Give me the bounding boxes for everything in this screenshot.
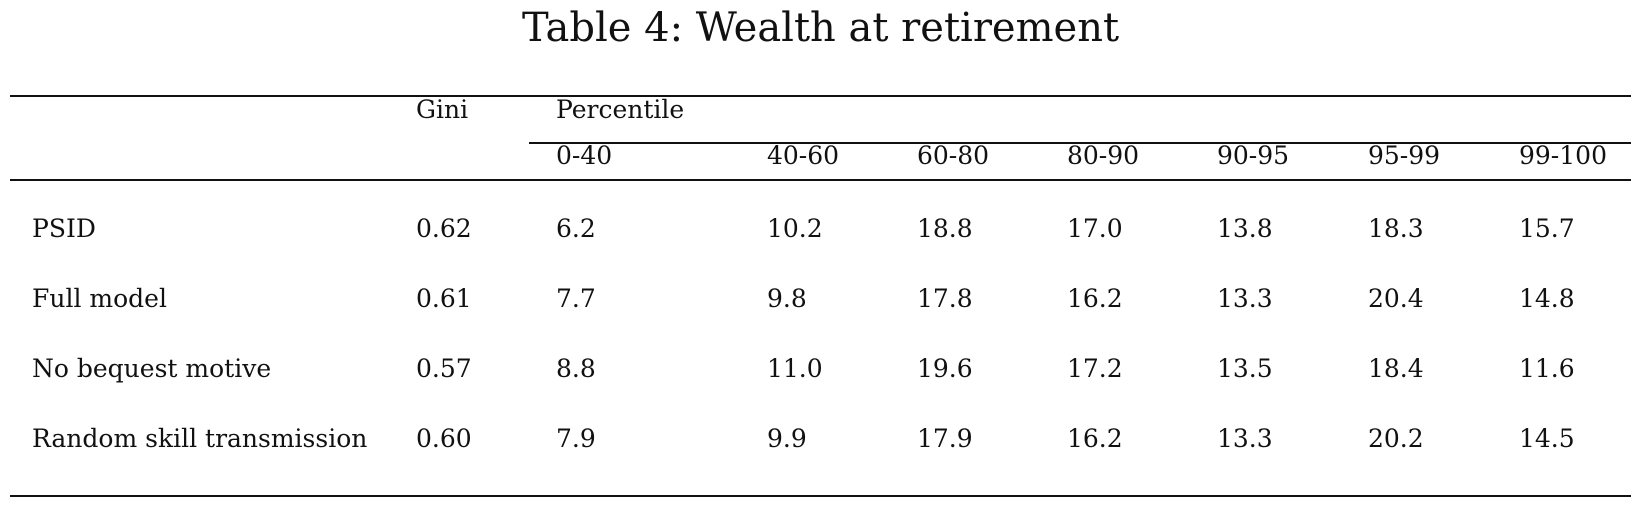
percentile-header-90-95: 90-95 — [1217, 141, 1290, 170]
value-99-100: 15.7 — [1519, 214, 1575, 243]
value-99-100: 14.5 — [1519, 424, 1575, 453]
value-40-60: 10.2 — [767, 214, 823, 243]
percentile-header-99-100: 99-100 — [1519, 141, 1607, 170]
gini-value: 0.60 — [416, 424, 472, 453]
value-60-80: 17.9 — [917, 424, 973, 453]
gini-value: 0.62 — [416, 214, 472, 243]
gini-value: 0.61 — [416, 284, 472, 313]
percentile-group-header: Percentile — [556, 95, 685, 124]
value-80-90: 17.0 — [1067, 214, 1123, 243]
value-95-99: 18.3 — [1368, 214, 1424, 243]
percentile-header-95-99: 95-99 — [1368, 141, 1441, 170]
value-40-60: 11.0 — [767, 354, 823, 383]
value-60-80: 17.8 — [917, 284, 973, 313]
value-95-99: 20.2 — [1368, 424, 1424, 453]
value-0-40: 6.2 — [556, 214, 596, 243]
value-90-95: 13.8 — [1217, 214, 1273, 243]
value-0-40: 7.9 — [556, 424, 596, 453]
value-90-95: 13.3 — [1217, 284, 1273, 313]
row-label: Random skill transmission — [32, 424, 368, 453]
value-40-60: 9.9 — [767, 424, 807, 453]
value-0-40: 7.7 — [556, 284, 596, 313]
value-95-99: 18.4 — [1368, 354, 1424, 383]
value-80-90: 16.2 — [1067, 424, 1123, 453]
value-90-95: 13.3 — [1217, 424, 1273, 453]
value-95-99: 20.4 — [1368, 284, 1424, 313]
row-label: Full model — [32, 284, 167, 313]
value-60-80: 18.8 — [917, 214, 973, 243]
table-title: Table 4: Wealth at retirement — [521, 5, 1120, 51]
header-bottom-rule — [10, 179, 1631, 181]
percentile-header-60-80: 60-80 — [917, 141, 990, 170]
top-rule — [10, 95, 1631, 97]
row-label: No bequest motive — [32, 354, 272, 383]
value-99-100: 11.6 — [1519, 354, 1575, 383]
value-80-90: 17.2 — [1067, 354, 1123, 383]
value-60-80: 19.6 — [917, 354, 973, 383]
value-80-90: 16.2 — [1067, 284, 1123, 313]
bottom-rule — [10, 495, 1631, 497]
percentile-header-40-60: 40-60 — [767, 141, 840, 170]
value-40-60: 9.8 — [767, 284, 807, 313]
value-99-100: 14.8 — [1519, 284, 1575, 313]
percentile-header-80-90: 80-90 — [1067, 141, 1140, 170]
row-label: PSID — [32, 214, 96, 243]
percentile-group-rule — [529, 142, 1631, 144]
percentile-header-0-40: 0-40 — [556, 141, 613, 170]
value-90-95: 13.5 — [1217, 354, 1273, 383]
gini-header: Gini — [416, 95, 469, 124]
value-0-40: 8.8 — [556, 354, 596, 383]
gini-value: 0.57 — [416, 354, 472, 383]
